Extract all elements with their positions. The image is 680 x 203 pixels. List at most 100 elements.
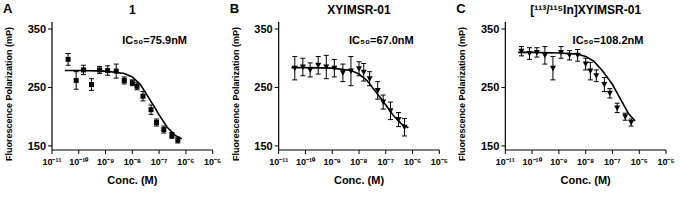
marks: [291, 55, 408, 136]
error-cap: [74, 71, 79, 72]
error-bar: [74, 72, 79, 90]
error-cap: [348, 56, 353, 57]
y-axis: [505, 22, 506, 150]
error-bar: [588, 62, 593, 80]
x-tick-label: 10⁻⁸: [124, 157, 141, 167]
error-bar: [316, 56, 321, 74]
y-tick: [48, 87, 52, 88]
error-cap: [308, 76, 313, 77]
y-tick-label: 150: [28, 140, 46, 152]
data-point: [356, 66, 362, 72]
error-bar: [97, 66, 102, 73]
data-point: [130, 80, 135, 85]
error-cap: [361, 81, 366, 82]
error-cap: [527, 59, 532, 60]
y-axis: [278, 22, 279, 150]
error-cap: [602, 77, 607, 78]
x-tick-label: 10⁻¹¹: [269, 157, 288, 167]
error-cap: [324, 55, 329, 56]
error-cap: [357, 61, 362, 62]
error-cap: [542, 46, 547, 47]
error-cap: [135, 89, 140, 90]
x-tick: [52, 150, 53, 154]
x-axis-label: Conc. (M): [561, 174, 611, 186]
x-axis-label: Conc. (M): [334, 174, 384, 186]
error-cap: [316, 56, 321, 57]
data-point: [601, 82, 607, 88]
annotation: IC₅₀=108.2nM: [573, 34, 644, 46]
x-tick-label: 10⁻⁵: [657, 157, 674, 167]
error-cap: [340, 64, 345, 65]
error-cap: [550, 79, 555, 80]
x-tick-label: 10⁻⁷: [377, 157, 394, 167]
x-tick-label: 10⁻¹¹: [42, 157, 61, 167]
x-tick-label: 10⁻⁵: [431, 157, 448, 167]
error-cap: [575, 61, 580, 62]
error-cap: [81, 74, 86, 75]
data-point: [161, 127, 166, 132]
data-point: [614, 105, 620, 111]
x-tick-label: 10⁻⁹: [324, 157, 341, 167]
figure: A115025035010⁻¹¹10⁻¹⁰10⁻⁹10⁻⁸10⁻⁷10⁻⁶10⁻…: [0, 0, 680, 203]
error-cap: [381, 109, 386, 110]
x-tick: [278, 150, 279, 154]
y-tick: [275, 87, 279, 88]
error-cap: [300, 58, 305, 59]
error-cap: [367, 71, 372, 72]
x-tick-label: 10⁻⁶: [404, 157, 421, 167]
error-cap: [105, 65, 110, 66]
x-tick: [439, 150, 440, 154]
y-axis-label: Fluorescence Polarization (mP): [4, 27, 14, 161]
x-axis-label: Conc. (M): [107, 174, 157, 186]
error-cap: [594, 81, 599, 82]
error-cap: [66, 53, 71, 54]
error-cap: [122, 76, 127, 77]
error-cap: [607, 88, 612, 89]
y-tick-label: 250: [254, 81, 272, 93]
data-point: [122, 78, 127, 83]
error-cap: [615, 103, 620, 104]
error-bar: [583, 58, 588, 70]
annotation: IC₅₀=67.0nM: [349, 34, 414, 46]
data-point: [607, 91, 613, 97]
x-tick-label: 10⁻⁹: [550, 157, 567, 167]
error-cap: [388, 119, 393, 120]
error-cap: [292, 79, 297, 80]
x-tick: [132, 150, 133, 154]
error-cap: [361, 63, 366, 64]
data-point: [518, 49, 524, 55]
x-tick-label: 10⁻⁸: [350, 157, 367, 167]
error-bar: [324, 55, 329, 78]
error-bar: [594, 70, 599, 82]
x-tick-label: 10⁻⁸: [577, 157, 594, 167]
x-tick: [558, 150, 559, 154]
data-point: [340, 70, 346, 76]
error-cap: [114, 78, 119, 79]
error-cap: [105, 75, 110, 76]
title: XYIMSR-01: [327, 3, 391, 17]
title: [¹¹³/¹¹⁵In]XYIMSR-01: [530, 3, 641, 17]
error-cap: [559, 46, 564, 47]
x-tick: [185, 150, 186, 154]
error-cap: [519, 46, 524, 47]
error-cap: [332, 59, 337, 60]
data-point: [550, 66, 556, 72]
error-cap: [66, 65, 71, 66]
error-cap: [375, 81, 380, 82]
error-cap: [567, 50, 572, 51]
x-tick: [505, 150, 506, 154]
data-point: [593, 73, 599, 79]
x-tick-label: 10⁻¹⁰: [296, 157, 316, 167]
error-cap: [149, 114, 154, 115]
data-point: [149, 107, 154, 112]
y-tick: [501, 29, 505, 30]
error-cap: [140, 100, 145, 101]
y-tick: [501, 87, 505, 88]
error-cap: [130, 85, 135, 86]
error-cap: [559, 58, 564, 59]
error-cap: [550, 56, 555, 57]
fit-curve: [65, 71, 182, 139]
error-bar: [161, 126, 166, 133]
y-tick: [275, 145, 279, 146]
x-tick: [212, 150, 213, 154]
